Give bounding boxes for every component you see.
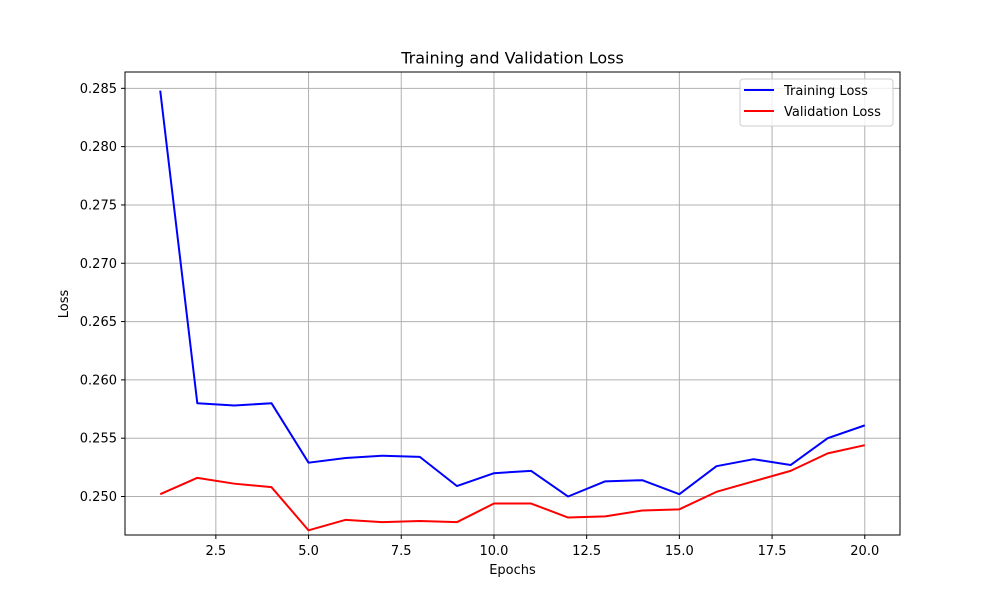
- legend-box: [739, 78, 894, 127]
- x-tick-label: 10.0: [479, 544, 508, 559]
- y-tick-label: 0.255: [80, 432, 117, 447]
- y-tick-label: 0.250: [80, 490, 117, 505]
- x-tick-label: 7.5: [391, 544, 412, 559]
- y-tick-label: 0.265: [80, 315, 117, 330]
- series-lines: [159, 90, 866, 532]
- x-tick-label: 20.0: [850, 544, 879, 559]
- legend: Training Loss Validation Loss: [739, 78, 894, 127]
- training-loss-line: [159, 90, 866, 498]
- plot-frame: [124, 71, 901, 536]
- axis-ticks: 2.5 5.0 7.5 10.0 12.5 15.0 17.5 20.0 0.250 0.255 0…: [80, 82, 879, 559]
- chart-title: Training and Validation Loss: [400, 49, 624, 68]
- y-tick-label: 0.285: [80, 82, 117, 97]
- x-tick-label: 15.0: [665, 544, 694, 559]
- y-tick-label: 0.280: [80, 140, 117, 155]
- validation-loss-line: [159, 444, 865, 532]
- legend-label-validation: Validation Loss: [784, 105, 881, 120]
- x-tick-label: 17.5: [758, 544, 787, 559]
- y-axis-label: Loss: [57, 290, 72, 319]
- x-tick-label: 5.0: [298, 544, 319, 559]
- legend-label-training: Training Loss: [783, 84, 868, 99]
- grid: [125, 72, 900, 535]
- y-tick-label: 0.260: [80, 373, 117, 388]
- x-tick-label: 2.5: [206, 544, 227, 559]
- x-axis-label: Epochs: [489, 563, 536, 578]
- y-tick-label: 0.275: [80, 198, 117, 213]
- x-tick-label: 12.5: [572, 544, 601, 559]
- y-tick-label: 0.270: [80, 257, 117, 272]
